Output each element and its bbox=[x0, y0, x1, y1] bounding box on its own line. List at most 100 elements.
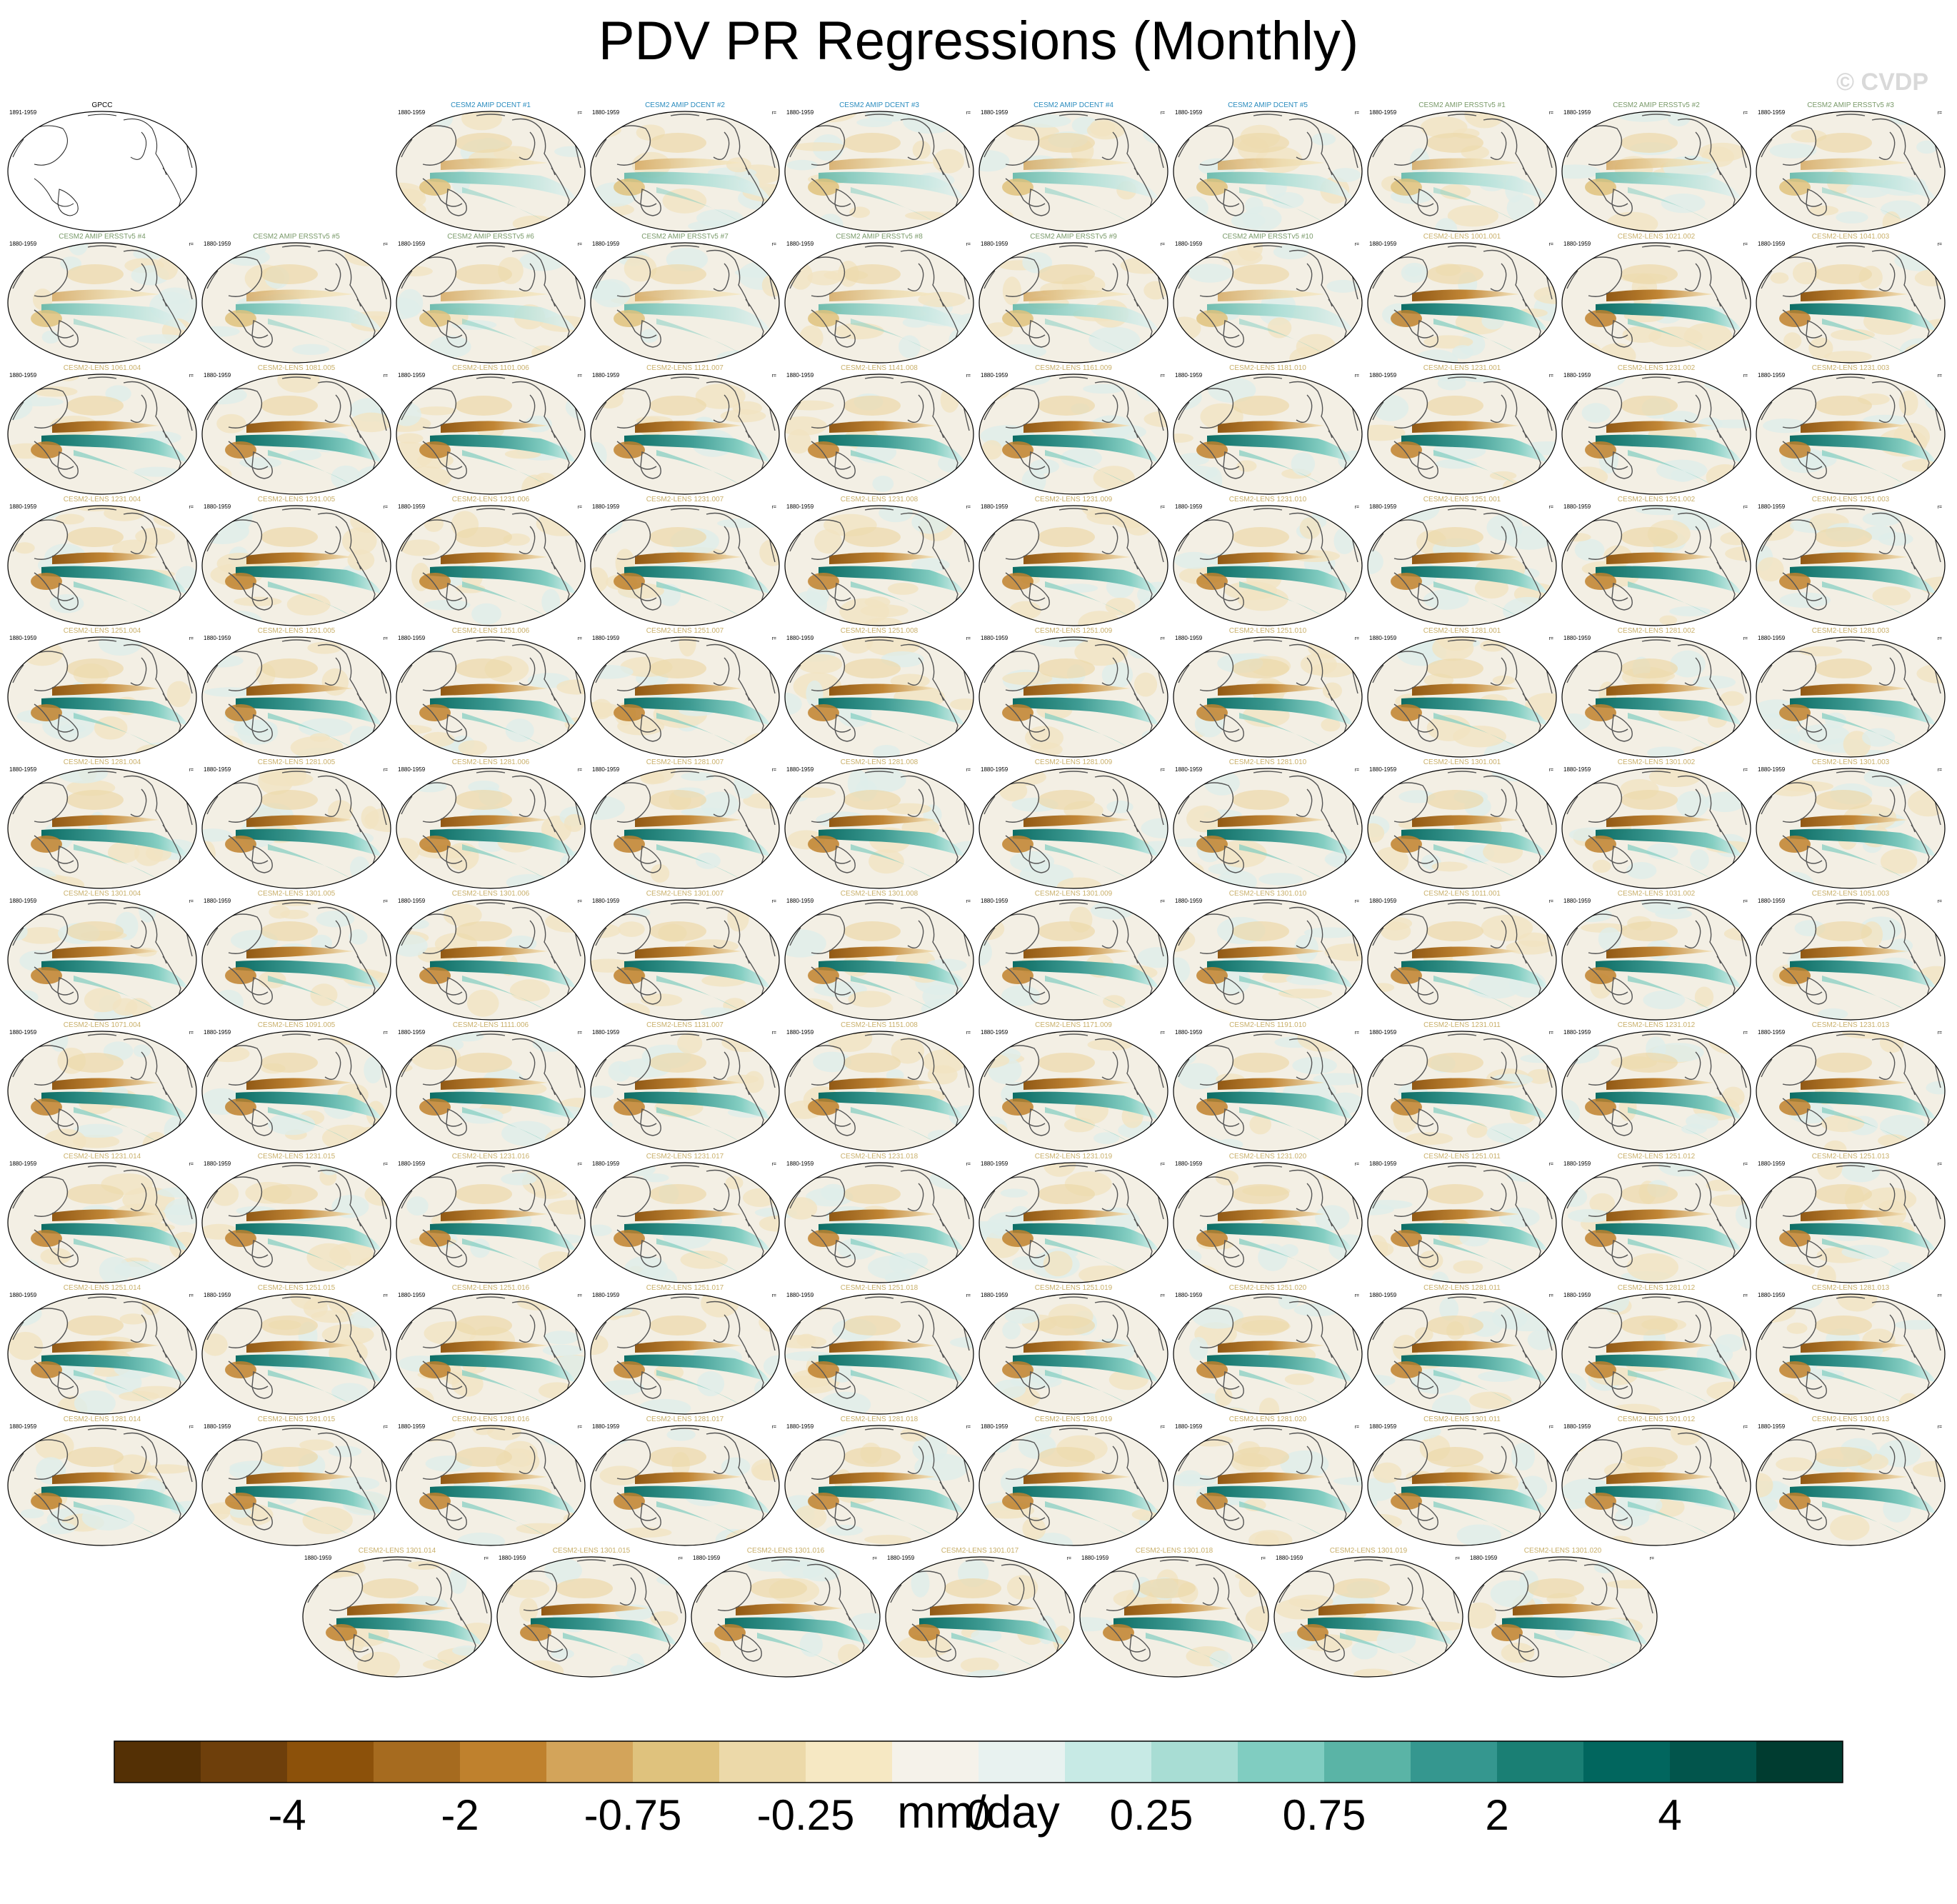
coastline bbox=[123, 775, 167, 833]
field-dry-blob bbox=[1621, 396, 1678, 416]
coastline bbox=[789, 1453, 801, 1472]
panel-period: 1880-1959 bbox=[1369, 372, 1397, 379]
panel-period: 1880-1959 bbox=[786, 503, 814, 510]
panel-title: CESM2-LENS 1281.019 bbox=[1035, 1416, 1113, 1423]
coastline bbox=[26, 125, 68, 166]
field-wet-streak bbox=[1239, 187, 1325, 223]
coastline bbox=[317, 1169, 361, 1227]
panel-period: 1880-1959 bbox=[592, 372, 620, 379]
coastline bbox=[834, 714, 856, 742]
field-blob bbox=[591, 341, 613, 363]
field-blob bbox=[879, 506, 914, 523]
field-blob bbox=[1608, 1660, 1651, 1675]
coastline bbox=[983, 401, 996, 421]
field-blob bbox=[792, 142, 847, 151]
panel-title: CESM2-LENS 1301.006 bbox=[452, 890, 530, 898]
field-wet-streak bbox=[1239, 1238, 1325, 1274]
map-field bbox=[1173, 111, 1362, 231]
panel-corner-tag: r= bbox=[189, 374, 194, 379]
field-blob bbox=[786, 1003, 830, 1018]
colorbar-swatch bbox=[1411, 1741, 1498, 1783]
field-wet-band bbox=[531, 1617, 677, 1645]
field-blob bbox=[658, 1658, 686, 1677]
field-blob bbox=[848, 991, 892, 1008]
field-blob bbox=[1592, 859, 1611, 873]
field-wet-band bbox=[336, 1617, 483, 1645]
map-field bbox=[202, 506, 391, 626]
map-field bbox=[396, 506, 585, 626]
panel-title: CESM2-LENS 1231.004 bbox=[64, 496, 141, 503]
field-blob bbox=[1693, 675, 1736, 689]
field-blob bbox=[1723, 926, 1751, 941]
coastline bbox=[1094, 775, 1138, 833]
panel-title: CESM2 AMIP DCENT #3 bbox=[839, 101, 919, 109]
coastline bbox=[251, 977, 273, 1005]
field-dry-band bbox=[246, 289, 354, 301]
coastline bbox=[1296, 131, 1313, 160]
map-outline bbox=[784, 242, 974, 364]
coastline bbox=[519, 394, 536, 423]
panel-title: CESM2-LENS 1231.007 bbox=[646, 496, 724, 503]
panel-title: CESM2-LENS 1251.010 bbox=[1229, 627, 1307, 635]
field-wet-band bbox=[1308, 1617, 1454, 1645]
field-blob bbox=[1191, 487, 1226, 494]
panel-period: 1880-1959 bbox=[9, 766, 37, 773]
field-dry-patch bbox=[1779, 310, 1811, 327]
field-wet-streak bbox=[462, 1107, 548, 1143]
field-wet-band bbox=[819, 434, 965, 463]
coastline bbox=[1588, 1098, 1628, 1127]
coastline bbox=[446, 583, 467, 611]
coastline bbox=[228, 1492, 269, 1521]
coastline bbox=[401, 1321, 413, 1341]
coastline bbox=[1447, 376, 1477, 379]
field-wet-band bbox=[1596, 1223, 1742, 1251]
coastline bbox=[1775, 913, 1817, 954]
coastline bbox=[123, 1301, 167, 1358]
field-dry-patch bbox=[225, 1230, 256, 1247]
field-blob bbox=[1353, 1668, 1393, 1677]
coastline bbox=[1028, 1108, 1050, 1136]
field-wet-streak bbox=[74, 1501, 159, 1537]
coastline bbox=[321, 1570, 364, 1611]
coastline bbox=[1253, 114, 1283, 116]
field-blob bbox=[1783, 332, 1802, 350]
coastline bbox=[228, 1098, 269, 1127]
map-outline bbox=[784, 374, 974, 495]
coastline bbox=[609, 913, 651, 954]
coastline bbox=[1483, 1301, 1527, 1358]
panel-period: 1880-1959 bbox=[9, 1292, 37, 1298]
coastline bbox=[415, 913, 457, 954]
field-blob bbox=[591, 1086, 614, 1098]
coastline bbox=[34, 572, 74, 601]
field-blob bbox=[84, 987, 122, 1013]
map-field bbox=[1274, 1557, 1463, 1677]
field-blob bbox=[1898, 390, 1918, 416]
field-dry-blob bbox=[261, 921, 318, 941]
coastline bbox=[1386, 782, 1428, 823]
field-dry-band bbox=[1606, 683, 1713, 696]
coastline bbox=[1101, 920, 1118, 948]
field-wet-streak bbox=[656, 844, 742, 880]
panel-corner-tag: r= bbox=[772, 374, 776, 379]
panel-corner-tag: r= bbox=[1743, 768, 1748, 773]
map-field bbox=[979, 1031, 1168, 1151]
coastline bbox=[519, 1445, 536, 1474]
coastline bbox=[834, 451, 856, 479]
panel-period: 1880-1959 bbox=[1758, 898, 1786, 904]
coastline bbox=[706, 381, 750, 439]
panel-title: CESM2-LENS 1231.018 bbox=[841, 1153, 919, 1161]
field-wet-streak bbox=[1045, 1501, 1131, 1537]
coastline bbox=[1393, 1492, 1434, 1521]
map-field bbox=[591, 1294, 779, 1414]
panel-title: CESM2 AMIP DCENT #1 bbox=[451, 101, 531, 109]
panel-period: 1880-1959 bbox=[1758, 503, 1786, 510]
field-blob bbox=[1214, 1386, 1233, 1406]
field-wet-streak bbox=[1628, 187, 1713, 223]
coastline bbox=[670, 902, 700, 905]
